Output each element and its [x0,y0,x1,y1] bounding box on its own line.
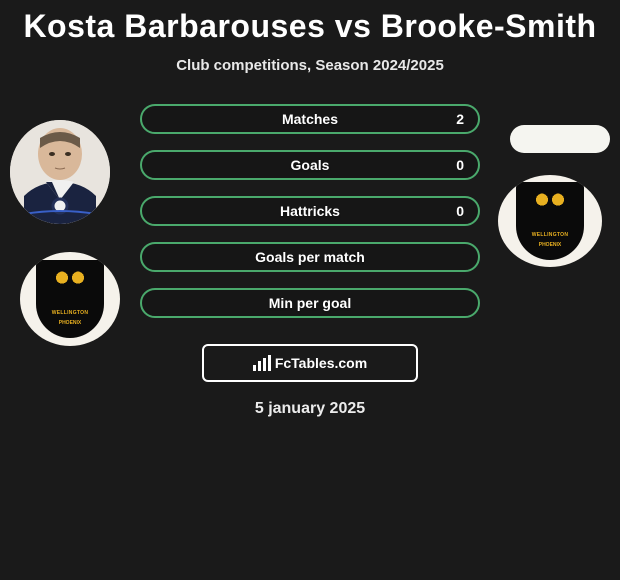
club-badge-left: WELLINGTON PHOENIX [20,252,120,346]
badge-line2: PHOENIX [516,242,584,248]
badge-line1: WELLINGTON [36,310,104,316]
attribution-link[interactable]: FcTables.com [202,344,418,382]
stat-label: Goals [291,157,330,173]
stat-right-value: 0 [456,203,464,219]
subtitle: Club competitions, Season 2024/2025 [176,57,444,74]
stat-label: Hattricks [280,203,340,219]
attribution-text: FcTables.com [275,355,367,371]
date-label: 5 january 2025 [255,400,365,418]
player-left-avatar [10,120,110,224]
stat-bar-min-per-goal: Min per goal [140,288,480,318]
stat-right-value: 0 [456,157,464,173]
stat-bar-goals: Goals 0 [140,150,480,180]
player-right-avatar [510,125,610,153]
page-title: Kosta Barbarouses vs Brooke-Smith [23,8,596,45]
chart-icon [253,355,271,371]
badge-line1: WELLINGTON [516,232,584,238]
stat-right-value: 2 [456,111,464,127]
stat-bar-goals-per-match: Goals per match [140,242,480,272]
stat-label: Min per goal [269,295,351,311]
wellington-phoenix-badge-icon: WELLINGTON PHOENIX [36,260,104,338]
badge-line2: PHOENIX [36,320,104,326]
club-badge-right: WELLINGTON PHOENIX [498,175,602,267]
stat-label: Matches [282,111,338,127]
stat-bar-matches: Matches 2 [140,104,480,134]
stat-bar-hattricks: Hattricks 0 [140,196,480,226]
stat-label: Goals per match [255,249,365,265]
wellington-phoenix-badge-icon: WELLINGTON PHOENIX [516,182,584,260]
